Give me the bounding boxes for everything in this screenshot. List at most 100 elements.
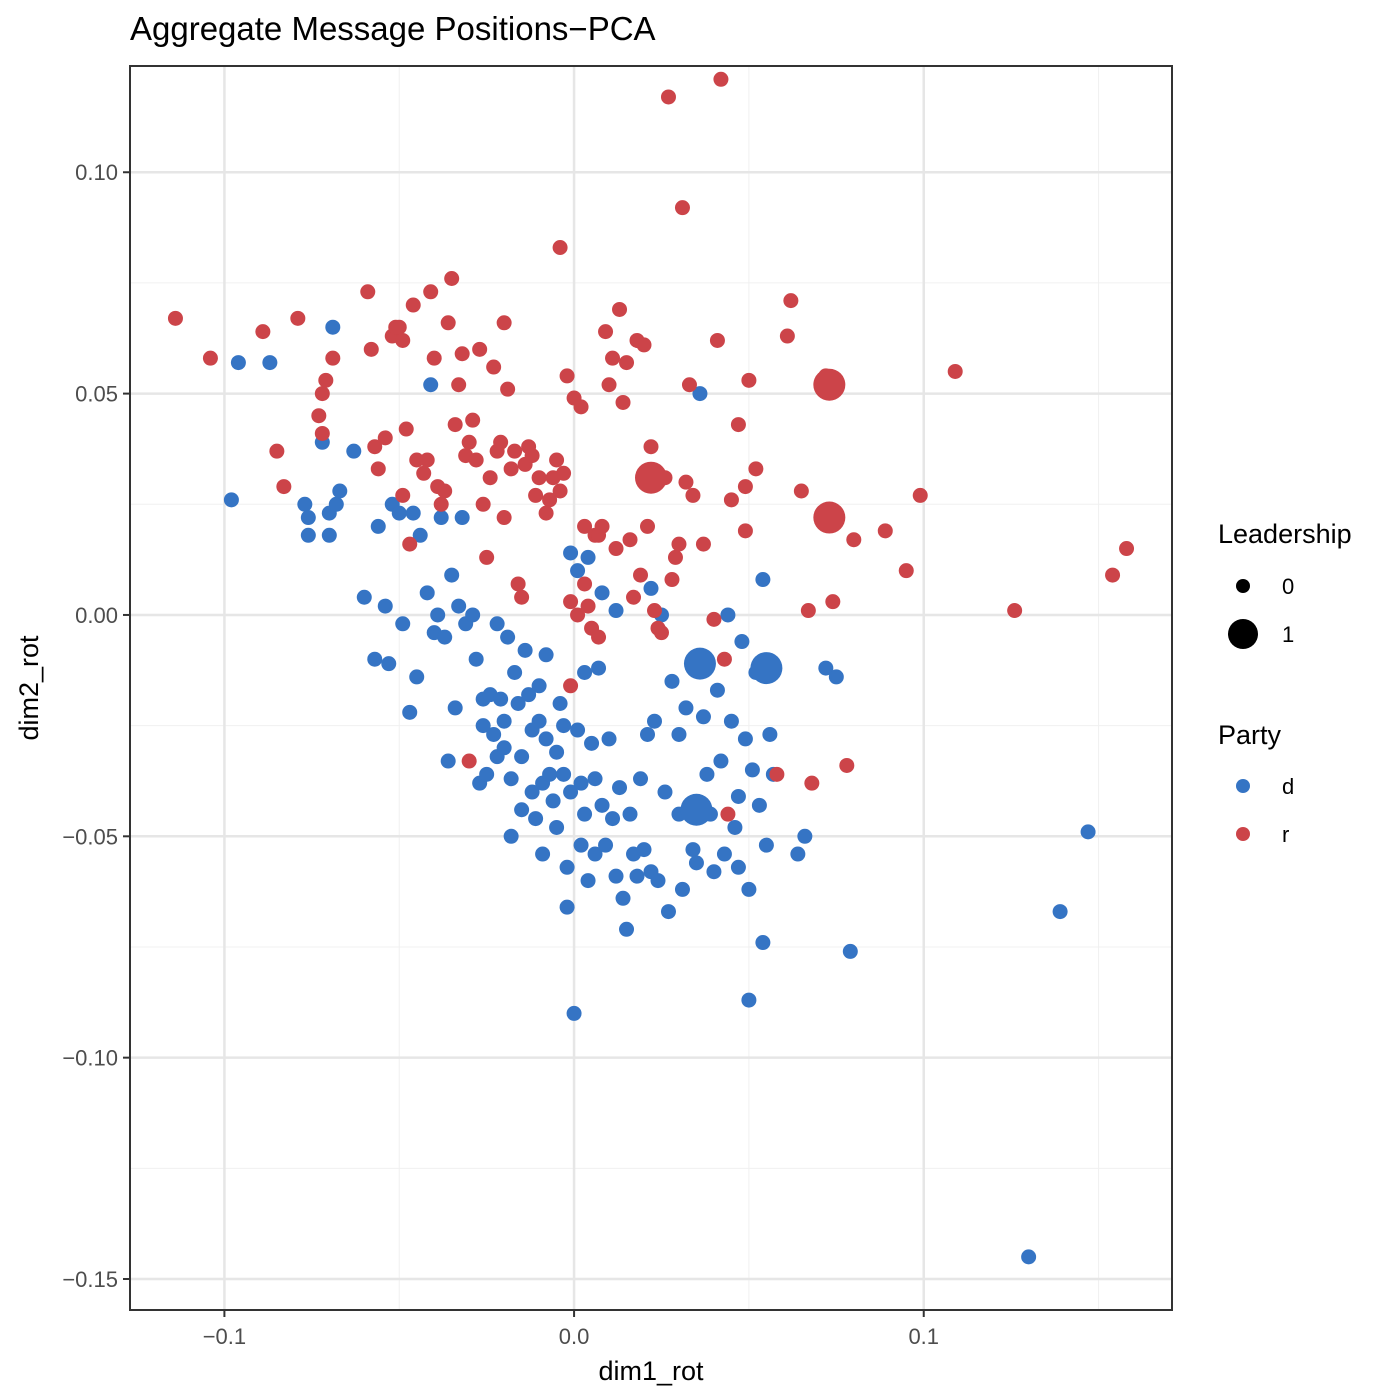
- point-d-leadership-0: [601, 731, 617, 747]
- legend-key-leadership-0: [1236, 579, 1250, 593]
- point-d-leadership-0: [699, 766, 715, 782]
- point-r-leadership-0: [167, 310, 183, 326]
- point-r-leadership-0: [433, 496, 449, 512]
- point-r-leadership-0: [395, 487, 411, 503]
- point-d-leadership-0: [1052, 904, 1068, 920]
- y-axis-label: dim2_rot: [14, 635, 44, 741]
- point-r-leadership-0: [552, 240, 568, 256]
- point-r-leadership-0: [468, 452, 484, 468]
- point-d-leadership-0: [727, 819, 743, 835]
- point-d-leadership-0: [751, 797, 767, 813]
- point-r-leadership-0: [531, 470, 547, 486]
- point-r-leadership-0: [783, 293, 799, 309]
- point-r-leadership-0: [685, 487, 701, 503]
- point-r-leadership-0: [1007, 603, 1023, 619]
- point-d-leadership-0: [395, 616, 411, 632]
- point-r-leadership-0: [363, 341, 379, 357]
- point-r-leadership-0: [559, 368, 575, 384]
- point-d-leadership-0: [570, 722, 586, 738]
- point-r-leadership-0: [493, 434, 509, 450]
- point-d-leadership-0: [755, 935, 771, 951]
- point-r-leadership-0: [500, 381, 516, 397]
- point-d-leadership-0: [405, 505, 421, 521]
- y-tick-label: 0.00: [75, 603, 118, 628]
- point-d-leadership-0: [591, 660, 607, 676]
- point-d-leadership-0: [370, 518, 386, 534]
- point-r-leadership-0: [626, 589, 642, 605]
- point-d-leadership-0: [367, 651, 383, 667]
- point-d-leadership-0: [573, 837, 589, 853]
- point-d-leadership-0: [531, 713, 547, 729]
- point-r-leadership-0: [716, 651, 732, 667]
- point-r-leadership-0: [706, 611, 722, 627]
- point-d-leadership-0: [709, 682, 725, 698]
- point-r-leadership-0: [405, 297, 421, 313]
- point-r-leadership-0: [563, 678, 579, 694]
- point-r-leadership-0: [542, 492, 558, 508]
- point-d-leadership-0: [646, 713, 662, 729]
- point-d-leadership-0: [762, 726, 778, 742]
- point-d-leadership-0: [332, 483, 348, 499]
- point-d-leadership-0: [594, 585, 610, 601]
- point-r-leadership-0: [730, 417, 746, 433]
- point-r-leadership-0: [713, 71, 729, 87]
- point-d-leadership-0: [633, 771, 649, 787]
- point-d-leadership-0: [391, 505, 407, 521]
- point-d-leadership-0: [828, 669, 844, 685]
- point-d-leadership-0: [409, 669, 425, 685]
- point-d-leadership-0: [577, 806, 593, 822]
- point-d-leadership-0: [678, 700, 694, 716]
- point-r-leadership-1: [635, 461, 667, 494]
- point-d-leadership-0: [755, 572, 771, 588]
- point-r-leadership-0: [486, 359, 502, 375]
- point-d-leadership-0: [580, 873, 596, 889]
- point-r-leadership-0: [748, 461, 764, 477]
- point-r-leadership-0: [605, 350, 621, 366]
- point-r-leadership-0: [276, 479, 292, 495]
- point-d-leadership-0: [563, 545, 579, 561]
- point-d-leadership-0: [741, 992, 757, 1008]
- point-d-leadership-0: [674, 881, 690, 897]
- point-d-leadership-0: [346, 443, 362, 459]
- point-r-leadership-0: [709, 332, 725, 348]
- y-tick-label: 0.05: [75, 382, 118, 407]
- point-r-leadership-0: [360, 284, 376, 300]
- point-r-leadership-0: [311, 408, 327, 424]
- point-r-leadership-0: [402, 536, 418, 552]
- point-r-leadership-0: [444, 270, 460, 286]
- point-r-leadership-0: [479, 549, 495, 565]
- point-d-leadership-0: [447, 700, 463, 716]
- point-d-leadership-0: [622, 806, 638, 822]
- point-r-leadership-0: [1105, 567, 1121, 583]
- point-d-leadership-0: [594, 797, 610, 813]
- point-r-leadership-0: [947, 363, 963, 379]
- point-r-leadership-0: [723, 492, 739, 508]
- point-r-leadership-0: [255, 324, 271, 340]
- point-d-leadership-0: [300, 510, 316, 526]
- point-r-leadership-0: [898, 563, 914, 579]
- point-r-leadership-0: [370, 461, 386, 477]
- point-r-leadership-0: [465, 412, 481, 428]
- point-r-leadership-0: [737, 523, 753, 539]
- point-d-leadership-0: [605, 811, 621, 827]
- point-d-leadership-0: [741, 881, 757, 897]
- point-d-leadership-0: [730, 859, 746, 875]
- point-d-leadership-0: [402, 704, 418, 720]
- point-d-leadership-0: [468, 651, 484, 667]
- point-d-leadership-0: [758, 837, 774, 853]
- point-d-leadership-0: [716, 846, 732, 862]
- point-r-leadership-0: [409, 452, 425, 468]
- point-d-leadership-0: [695, 709, 711, 725]
- point-d-leadership-0: [430, 607, 446, 623]
- point-r-leadership-0: [769, 766, 785, 782]
- point-d-leadership-0: [503, 828, 519, 844]
- point-r-leadership-0: [646, 603, 662, 619]
- legend-label-party-r: r: [1282, 822, 1289, 847]
- point-r-leadership-0: [667, 549, 683, 565]
- point-r-leadership-0: [451, 377, 467, 393]
- point-r-leadership-0: [577, 576, 593, 592]
- point-r-leadership-0: [615, 394, 631, 410]
- legend-key-leadership-1: [1228, 619, 1258, 649]
- point-r-leadership-0: [472, 341, 488, 357]
- point-r-leadership-0: [419, 452, 435, 468]
